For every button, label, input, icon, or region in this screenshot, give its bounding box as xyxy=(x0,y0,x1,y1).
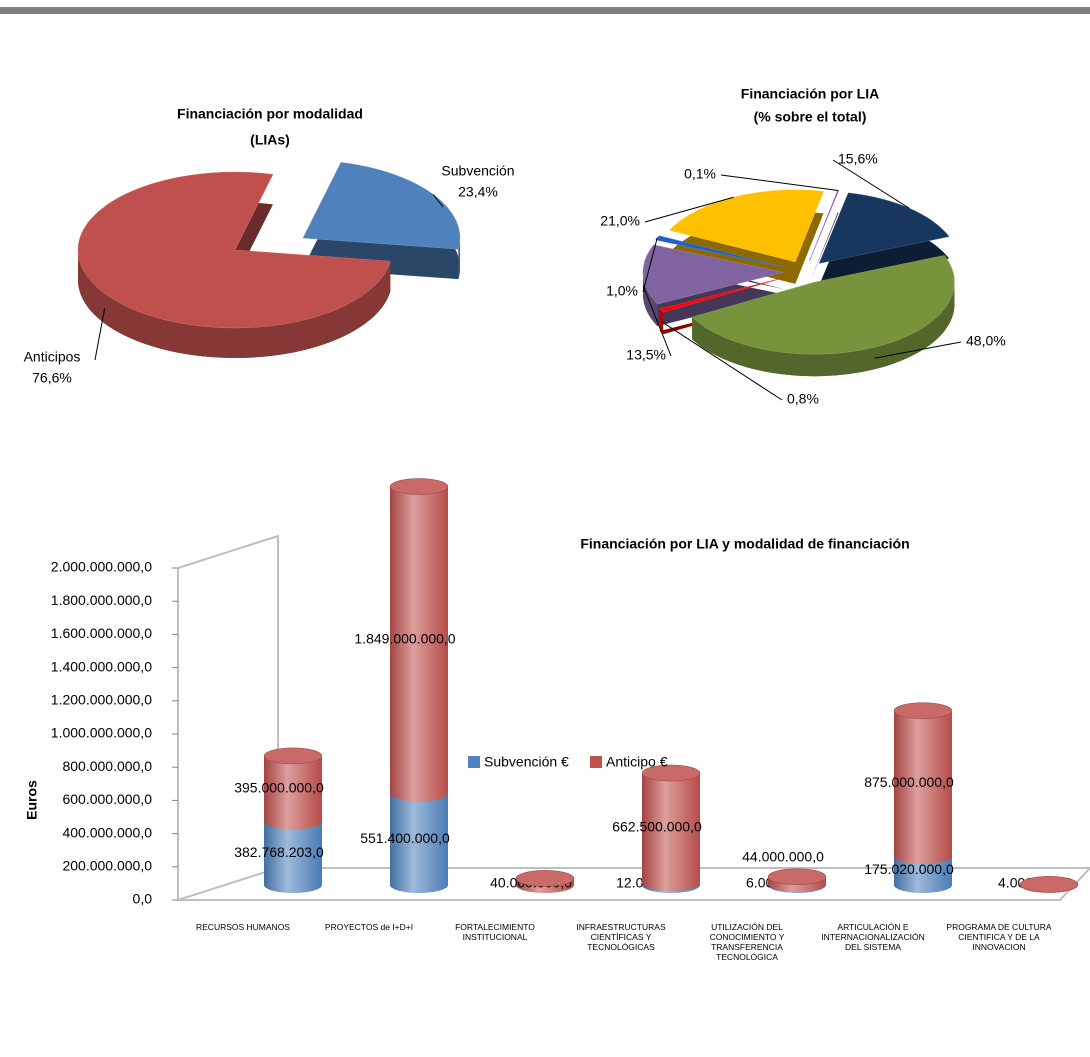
x-tick-label: ARTICULACIÓN E INTERNACIONALIZACIÓN DEL … xyxy=(821,922,925,952)
data-label-category: Subvención xyxy=(441,163,514,179)
bar-cap xyxy=(263,747,323,765)
data-label: 0,1% xyxy=(684,166,716,182)
legend-swatch xyxy=(468,756,480,768)
x-tick-label: PROYECTOS de I+D+I xyxy=(324,922,414,932)
bar-cap xyxy=(767,868,827,885)
chart-title: Financiación por LIA y modalidad de fina… xyxy=(580,536,909,552)
data-label: 662.500.000,0 xyxy=(612,819,702,835)
data-label: 76,6% xyxy=(32,370,72,386)
slice-bottom xyxy=(809,212,839,283)
leader-line xyxy=(832,159,910,209)
leader-line xyxy=(874,341,962,359)
bar-cap xyxy=(515,870,575,887)
bar-cap xyxy=(1019,876,1079,893)
slice-side xyxy=(692,282,955,377)
y-tick-label: 2.000.000.000,0 xyxy=(51,559,152,575)
y-tick-label: 600.000.000,0 xyxy=(62,791,152,807)
leader-line xyxy=(94,308,106,361)
slice xyxy=(659,276,786,313)
data-label: 48,0% xyxy=(966,333,1006,349)
leader-line xyxy=(642,237,658,293)
slice xyxy=(302,162,461,250)
data-label: 875.000.000,0 xyxy=(864,774,954,790)
legend-label: Anticipo € xyxy=(606,754,668,770)
bar xyxy=(642,765,700,891)
bar-cap xyxy=(893,702,953,719)
leader-line xyxy=(642,285,672,357)
top-bar xyxy=(0,7,1090,14)
data-label: 395.000.000,0 xyxy=(234,779,324,795)
data-label: 1,0% xyxy=(606,283,638,299)
data-label: 44.000.000,0 xyxy=(742,849,824,865)
chart-title: Financiación por LIA xyxy=(741,86,879,102)
legend-swatch xyxy=(590,756,602,768)
bar-cap xyxy=(389,478,449,495)
bar-cap xyxy=(641,764,701,782)
slice xyxy=(77,171,391,329)
y-tick-label: 800.000.000,0 xyxy=(62,758,152,774)
bar xyxy=(390,478,448,802)
leader-line xyxy=(432,194,444,208)
slice xyxy=(669,189,824,263)
bar xyxy=(390,785,448,893)
y-tick-label: 0,0 xyxy=(133,891,153,907)
x-tick-label: PROGRAMA DE CULTURA CIENTIFICA Y DE LA I… xyxy=(946,922,1052,952)
data-label: 175.020.000,0 xyxy=(864,861,954,877)
leader-line xyxy=(720,174,839,191)
data-label: 13,5% xyxy=(626,347,666,363)
bar xyxy=(264,813,322,893)
slice xyxy=(642,244,784,305)
chart-title: (LIAs) xyxy=(250,132,290,148)
slice-side xyxy=(78,250,391,359)
legend-label: Subvención € xyxy=(484,754,569,770)
bar xyxy=(264,747,322,830)
data-label: 23,4% xyxy=(458,184,498,200)
y-tick-label: 1.600.000.000,0 xyxy=(51,625,152,641)
data-label: 21,0% xyxy=(600,213,640,229)
y-tick-label: 1.200.000.000,0 xyxy=(51,692,152,708)
y-tick-label: 1.000.000.000,0 xyxy=(51,725,152,741)
data-label: 15,6% xyxy=(838,151,878,167)
data-label: 1.849.000.000,0 xyxy=(354,631,455,647)
data-label: 0,8% xyxy=(787,391,819,407)
x-tick-label: UTILIZACIÓN DEL CONOCIMIENTO Y TRANSFERE… xyxy=(709,922,785,962)
y-tick-label: 1.800.000.000,0 xyxy=(51,592,152,608)
x-tick-label: RECURSOS HUMANOS xyxy=(196,922,290,932)
bar xyxy=(894,702,952,864)
slice xyxy=(818,192,950,264)
y-tick-label: 200.000.000,0 xyxy=(62,858,152,874)
axis-title: Euros xyxy=(24,780,40,820)
data-label: 382.768.203,0 xyxy=(234,844,324,860)
y-tick-label: 400.000.000,0 xyxy=(62,824,152,840)
chart-title: Financiación por modalidad xyxy=(177,106,363,122)
data-label: 551.400.000,0 xyxy=(360,830,450,846)
x-tick-label: FORTALECIMIENTO INSTITUCIONAL xyxy=(455,922,535,942)
leader-line xyxy=(644,196,734,223)
leader-line xyxy=(661,321,783,401)
data-label-category: Anticipos xyxy=(24,349,81,365)
chart-title: (% sobre el total) xyxy=(754,109,867,125)
y-tick-label: 1.400.000.000,0 xyxy=(51,658,152,674)
slice xyxy=(691,255,955,355)
x-tick-label: INFRAESTRUCTURAS CIENTÍFICAS Y TECNOLÓGI… xyxy=(576,922,666,952)
